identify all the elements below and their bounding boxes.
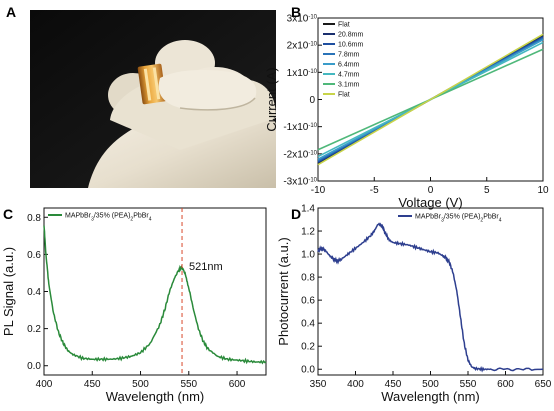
- y-axis-label: Current (A): [264, 67, 279, 131]
- y-tick-label: -3x10-10: [283, 177, 317, 188]
- plot-frame: [317, 207, 544, 376]
- x-axis-label: Wavelength (nm): [106, 389, 205, 404]
- y-tick-label: 1x10-10: [287, 68, 318, 79]
- panel-letter-b: B: [291, 4, 301, 20]
- x-tick-label: 10: [537, 185, 549, 196]
- chart-photocurrent: 350 400 450 500 550 600 650 0.0 0.2 0.4 0.6 0.8 1.0 1…: [276, 204, 552, 405]
- plot-frame: [43, 207, 267, 376]
- x-tick-label: 450: [385, 379, 402, 390]
- chart-pl: 400 450 500 550 600 0.0 0.2 0.4 0.6 0.8 Wavelength…: [1, 207, 267, 404]
- y-tick-label: 0.4: [27, 287, 41, 298]
- y-tick-label: 0.8: [27, 213, 41, 224]
- y-tick-label: 0.6: [301, 296, 315, 307]
- x-tick-label: 600: [497, 379, 514, 390]
- photo-panel: [30, 10, 276, 188]
- x-tick-label: 350: [310, 379, 327, 390]
- x-tick-label: 550: [460, 379, 477, 390]
- legend-label: 10.6mm: [338, 42, 363, 49]
- x-tick-label: 600: [229, 379, 246, 390]
- y-tick-label: 0.6: [27, 250, 41, 261]
- x-axis-label: Wavelength (nm): [381, 389, 480, 404]
- y-tick-label: 2x10-10: [287, 41, 318, 52]
- y-tick-label: 0.0: [27, 361, 41, 372]
- chart-iv: -10 -5 0 5 10 -3x10-10 -2x10-10 -1x10-10 0 1x10-1…: [264, 14, 549, 211]
- x-tick-label: 0: [428, 185, 434, 196]
- legend-label: 20.8mm: [338, 32, 363, 39]
- legend-label: 4.7mm: [338, 72, 360, 79]
- legend-label: Flat: [338, 92, 350, 99]
- pl-series-line: [43, 225, 267, 365]
- y-tick-label: 3x10-10: [287, 14, 318, 25]
- panel-letter-c: C: [3, 206, 13, 222]
- x-tick-label: 400: [36, 379, 53, 390]
- y-tick-label: 0.0: [301, 365, 315, 376]
- iv-series-line: [317, 33, 544, 166]
- x-axis-label: Voltage (V): [398, 195, 462, 210]
- panel-letter-d: D: [291, 206, 301, 222]
- legend-label: 7.8mm: [338, 52, 360, 59]
- y-tick-label: 1.0: [301, 250, 315, 261]
- y-tick-label: 0.2: [301, 342, 315, 353]
- y-tick-label: 0: [309, 95, 315, 106]
- y-axis-label: Photocurrent (a.u.): [276, 237, 291, 345]
- legend-label: MAPbBr3/35% (PEA)2PbBr4: [415, 214, 502, 224]
- x-tick-label: 500: [422, 379, 439, 390]
- legend-label: 3.1mm: [338, 82, 360, 89]
- y-tick-label: -2x10-10: [283, 149, 317, 160]
- y-tick-label: 0.4: [301, 319, 315, 330]
- y-axis-label: PL Signal (a.u.): [1, 247, 16, 336]
- x-tick-label: -10: [311, 185, 326, 196]
- x-tick-label: 400: [347, 379, 364, 390]
- y-tick-label: 1.4: [301, 204, 315, 215]
- y-tick-label: -1x10-10: [283, 122, 317, 133]
- x-tick-label: 5: [484, 185, 490, 196]
- legend-label: Flat: [338, 22, 350, 29]
- x-tick-label: -5: [370, 185, 379, 196]
- y-tick-label: 1.2: [301, 227, 315, 238]
- x-tick-label: 450: [84, 379, 101, 390]
- x-tick-label: 650: [535, 379, 552, 390]
- photocurrent-series-line: [317, 222, 544, 373]
- legend-label: MAPbBr3/35% (PEA)2PbBr4: [65, 213, 152, 223]
- legend-label: 6.4mm: [338, 62, 360, 69]
- y-tick-label: 0.2: [27, 324, 41, 335]
- panel-letter-a: A: [6, 4, 16, 20]
- x-tick-label: 500: [132, 379, 149, 390]
- x-tick-label: 550: [180, 379, 197, 390]
- y-tick-label: 0.8: [301, 273, 315, 284]
- peak-annotation: 521nm: [189, 261, 223, 273]
